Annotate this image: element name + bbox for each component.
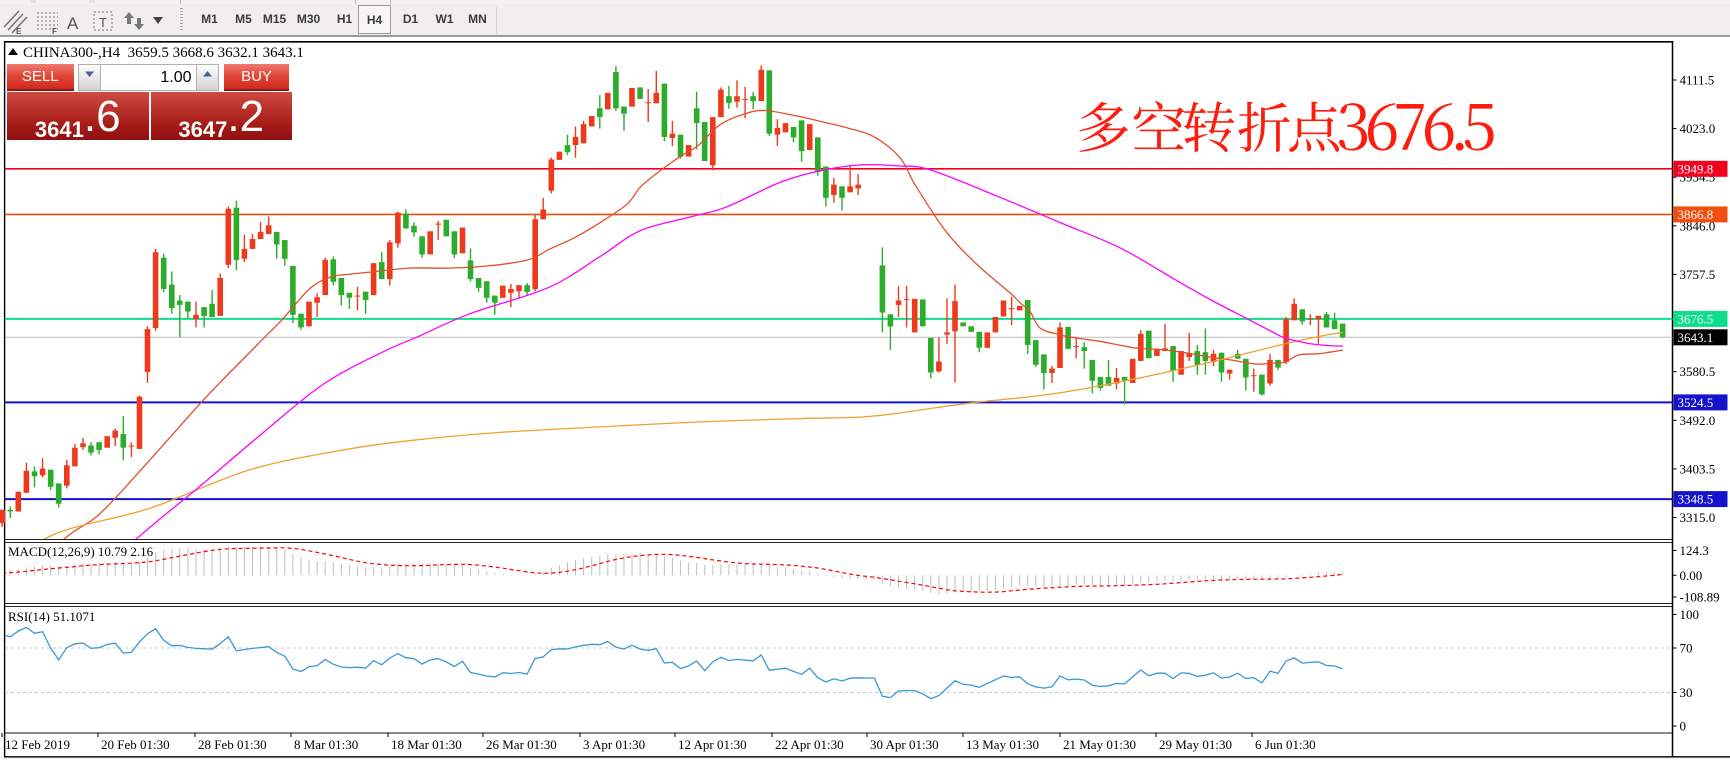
svg-text:-108.89: -108.89 bbox=[1680, 590, 1720, 605]
svg-text:12 Feb 2019: 12 Feb 2019 bbox=[5, 737, 70, 752]
svg-text:20 Feb 01:30: 20 Feb 01:30 bbox=[101, 737, 170, 752]
svg-text:30: 30 bbox=[1680, 685, 1693, 700]
svg-text:124.3: 124.3 bbox=[1680, 543, 1709, 558]
svg-text:21 May 01:30: 21 May 01:30 bbox=[1063, 737, 1136, 752]
svg-text:26 Mar 01:30: 26 Mar 01:30 bbox=[486, 737, 557, 752]
svg-text:3757.5: 3757.5 bbox=[1680, 267, 1716, 282]
svg-text:F: F bbox=[52, 27, 57, 36]
svg-text:A: A bbox=[67, 14, 79, 33]
svg-text:3676.5: 3676.5 bbox=[1678, 311, 1714, 326]
svg-text:RSI(14) 51.1071: RSI(14) 51.1071 bbox=[8, 609, 95, 624]
svg-text:6 Jun 01:30: 6 Jun 01:30 bbox=[1255, 737, 1316, 752]
svg-text:70: 70 bbox=[1680, 641, 1693, 656]
svg-text:22 Apr 01:30: 22 Apr 01:30 bbox=[775, 737, 844, 752]
svg-text:13 May 01:30: 13 May 01:30 bbox=[966, 737, 1039, 752]
svg-text:MACD(12,26,9) 10.79 2.16: MACD(12,26,9) 10.79 2.16 bbox=[8, 544, 154, 559]
svg-text:0: 0 bbox=[1680, 719, 1687, 734]
svg-text:E: E bbox=[16, 27, 22, 36]
svg-text:100: 100 bbox=[1680, 607, 1700, 622]
svg-text:3 Apr 01:30: 3 Apr 01:30 bbox=[583, 737, 645, 752]
svg-text:T: T bbox=[99, 15, 107, 30]
svg-text:3315.0: 3315.0 bbox=[1680, 510, 1716, 525]
svg-text:3643.1: 3643.1 bbox=[1678, 330, 1714, 345]
svg-text:3949.8: 3949.8 bbox=[1678, 161, 1714, 176]
svg-text:28 Feb 01:30: 28 Feb 01:30 bbox=[198, 737, 267, 752]
svg-text:3580.5: 3580.5 bbox=[1680, 364, 1716, 379]
svg-text:3492.0: 3492.0 bbox=[1680, 413, 1716, 428]
svg-text:4023.0: 4023.0 bbox=[1680, 121, 1716, 136]
svg-text:3866.8: 3866.8 bbox=[1678, 207, 1714, 222]
svg-text:3403.5: 3403.5 bbox=[1680, 461, 1716, 476]
svg-text:29 May 01:30: 29 May 01:30 bbox=[1159, 737, 1232, 752]
svg-text:12 Apr 01:30: 12 Apr 01:30 bbox=[678, 737, 747, 752]
svg-text:4111.5: 4111.5 bbox=[1680, 73, 1715, 88]
svg-text:30 Apr 01:30: 30 Apr 01:30 bbox=[870, 737, 939, 752]
svg-text:18 Mar 01:30: 18 Mar 01:30 bbox=[391, 737, 462, 752]
svg-text:8 Mar 01:30: 8 Mar 01:30 bbox=[294, 737, 358, 752]
svg-text:3524.5: 3524.5 bbox=[1678, 395, 1714, 410]
svg-text:3348.5: 3348.5 bbox=[1678, 492, 1714, 507]
svg-text:0.00: 0.00 bbox=[1680, 568, 1703, 583]
